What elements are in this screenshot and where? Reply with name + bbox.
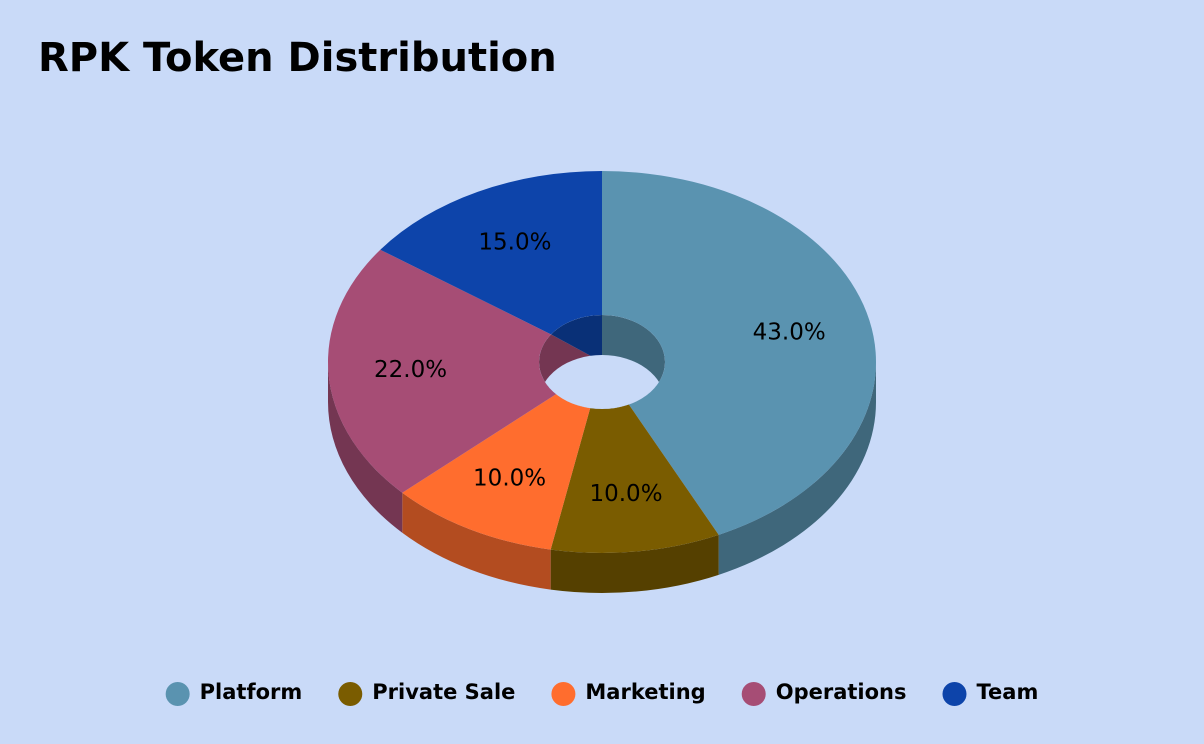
legend: Platform Private Sale Marketing Operations T… [165, 680, 1038, 706]
value-label: 10.0% [473, 466, 546, 492]
legend-label: Platform [200, 680, 303, 704]
chart-title: RPK Token Distribution [38, 35, 557, 81]
legend-marker [338, 682, 363, 706]
slice-side [718, 362, 876, 575]
slice-side [550, 534, 719, 593]
slice [602, 171, 876, 535]
hole-wall [551, 315, 602, 362]
value-label: 22.0% [374, 357, 447, 383]
hole [539, 315, 665, 409]
value-label: 43.0% [753, 319, 826, 345]
slice [550, 404, 719, 554]
slice [402, 394, 591, 550]
legend-label: Operations [776, 680, 907, 704]
hole-floor [539, 355, 665, 409]
slice-side [402, 492, 551, 590]
legend-label: Team [976, 680, 1038, 704]
legend-label: Private Sale [372, 680, 515, 704]
value-label: 10.0% [589, 481, 662, 507]
legend-marker [165, 682, 190, 706]
value-label: 15.0% [478, 229, 551, 255]
slice [380, 171, 602, 335]
legend-marker [551, 682, 576, 706]
slice [327, 249, 557, 493]
legend-marker [741, 682, 766, 706]
legend-label: Marketing [585, 680, 705, 704]
slice-side [328, 362, 403, 533]
legend-marker [942, 682, 967, 706]
